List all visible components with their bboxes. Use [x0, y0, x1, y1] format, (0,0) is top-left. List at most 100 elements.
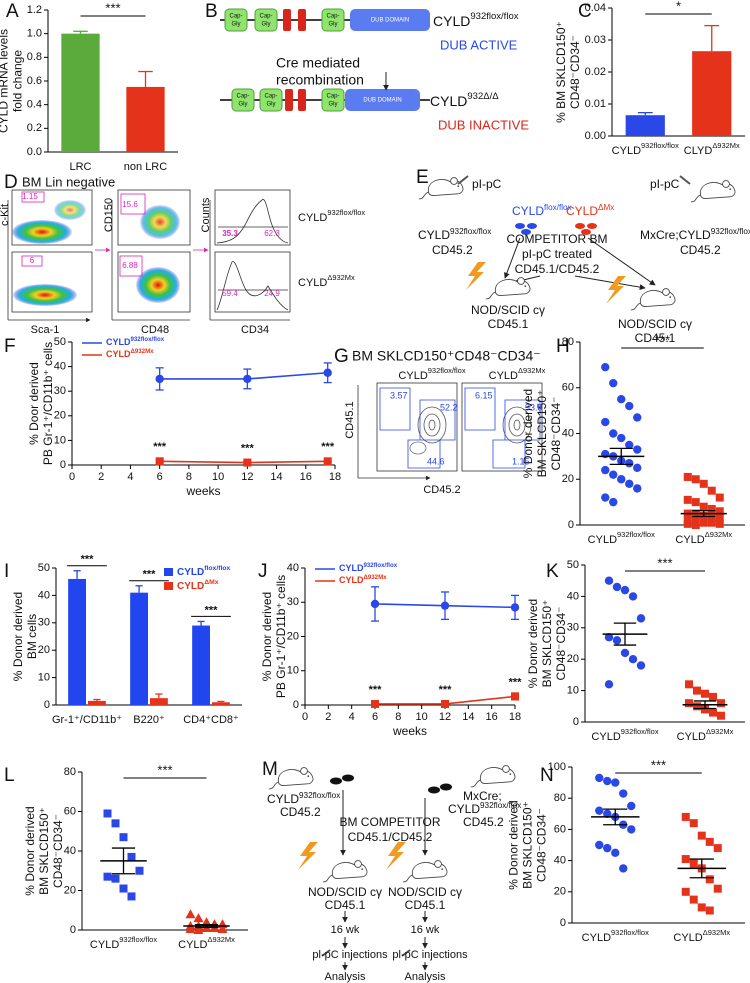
text-part: CYLD: [298, 277, 327, 289]
bar: [692, 51, 732, 137]
error-bar: [155, 693, 163, 699]
text-part: flox/flox: [544, 203, 572, 212]
point: [628, 655, 638, 664]
text-part: CYLD: [588, 534, 617, 546]
point: [185, 924, 196, 934]
y-axis-label: CD48⁻CD34⁻: [535, 808, 549, 882]
text-part: CYLD: [178, 939, 207, 951]
label: Gly: [329, 22, 338, 28]
panel-letter: L: [4, 765, 15, 786]
label: CYLD932flox/flox: [267, 791, 340, 807]
error-bar: [613, 622, 637, 646]
error-bar: [689, 858, 714, 879]
label: CD45.1: [635, 331, 676, 345]
syringe: [321, 949, 331, 957]
point: [155, 457, 164, 466]
point: [625, 459, 634, 468]
cap-gly-domain: [259, 88, 283, 112]
annotation: ***: [81, 554, 95, 566]
x-tick-label: Gr-1⁺/CD11b⁺: [52, 714, 122, 726]
x-tick-label: 14: [462, 711, 474, 723]
x-tick-label: 2: [98, 471, 104, 483]
error-bar: [704, 24, 720, 52]
y-tick-label: 0.04: [585, 2, 606, 14]
text-part: CYLD: [566, 204, 598, 218]
plot-frame: [117, 251, 191, 313]
point: [619, 789, 628, 798]
label: 16 wk: [331, 924, 360, 936]
zinc-finger: [298, 9, 306, 31]
point: [603, 843, 612, 853]
point: [595, 806, 604, 815]
x-tick-label: CYLD932flox/flox: [612, 141, 679, 156]
label: Cap-: [236, 94, 249, 100]
text-part: 932flox/flox: [428, 366, 466, 375]
point: [441, 699, 449, 708]
legend-label: CYLDΔMx: [177, 579, 219, 591]
irradiation: [606, 276, 626, 304]
text-part: CYLD: [177, 567, 204, 578]
point: [713, 884, 722, 893]
bar: [212, 702, 230, 705]
y-tick-label: 60: [562, 382, 574, 394]
point: [628, 592, 638, 601]
cells: [521, 229, 531, 235]
zinc-finger: [285, 89, 293, 111]
text-part: Δ932Mx: [327, 273, 355, 282]
bar: [130, 592, 148, 705]
point: [636, 614, 646, 623]
y-tick-label: 0.00: [585, 130, 606, 142]
panel-letter: J: [258, 561, 268, 582]
point: [603, 776, 612, 786]
panel-letter: E: [416, 167, 429, 188]
contour: [508, 413, 526, 437]
point: [243, 458, 252, 467]
point: [705, 875, 714, 884]
error-bar: [194, 924, 219, 929]
arrows: [340, 237, 656, 971]
text-part: 932Δ/Δ: [467, 91, 499, 102]
gate-value: 6: [30, 256, 35, 265]
point: [633, 413, 642, 422]
y-axis-label: % Donor derived: [521, 389, 535, 478]
error-bar: [73, 570, 81, 579]
point: [697, 903, 706, 912]
point: [689, 895, 698, 904]
y-tick-label: 80: [554, 792, 566, 804]
y-tick-label: 30: [567, 622, 579, 634]
x-tick-label: 0: [69, 471, 75, 483]
text-part: 932flox/flox: [327, 208, 365, 217]
point: [620, 648, 630, 658]
point: [103, 872, 112, 881]
panel-letter: I: [4, 561, 9, 582]
text-part: CYLD: [673, 932, 702, 944]
cap-gly-domain: [321, 88, 345, 112]
point: [683, 472, 692, 481]
contour: [428, 419, 436, 431]
y-axis-label: PB Gr-1⁺/CD11b⁺ cells: [274, 575, 288, 698]
point: [611, 848, 620, 857]
point: [243, 374, 252, 384]
legend-label: CYLDΔ932Mx: [106, 348, 154, 359]
y-tick-label: 0: [560, 917, 566, 929]
text-part: CYLD: [339, 563, 364, 573]
density: [54, 200, 86, 220]
y-tick-label: 1.0: [27, 28, 42, 40]
significance: *: [676, 0, 681, 13]
error-bar: [111, 847, 136, 875]
x-tick-label: 14: [270, 471, 282, 483]
y-axis-label: % Donor derived: [526, 599, 540, 688]
point: [511, 692, 519, 701]
label: CD45.1: [325, 898, 366, 912]
y-tick-label: 60: [554, 823, 566, 835]
y-axis-label: % Donor derived: [11, 592, 25, 681]
zinc-finger: [283, 9, 291, 31]
syringe: [679, 175, 691, 185]
annotation: ***: [369, 684, 383, 696]
point: [707, 514, 716, 523]
axis-label: CD45.1: [344, 401, 356, 438]
mouse-icon: [322, 860, 368, 883]
point: [717, 711, 725, 720]
y-tick-label: 40: [38, 589, 50, 601]
